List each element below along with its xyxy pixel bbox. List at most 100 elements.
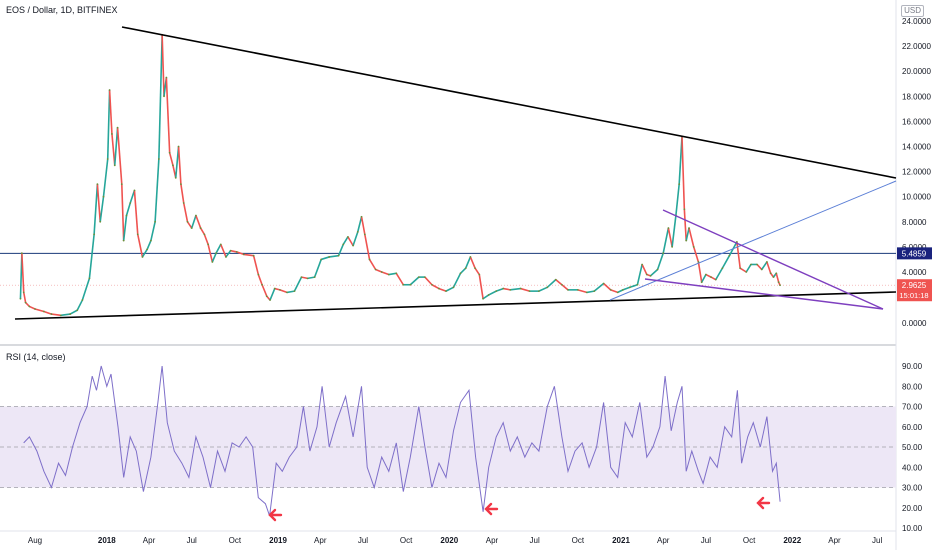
price-segment (438, 287, 447, 292)
price-point (519, 287, 522, 290)
price-point (125, 214, 128, 217)
price-segment (236, 251, 245, 256)
price-segment (636, 264, 643, 285)
price-point (554, 278, 557, 281)
price-point (495, 290, 498, 293)
price-point (387, 273, 390, 276)
price-point (374, 268, 377, 271)
price-segment (146, 240, 152, 250)
price-segment (681, 136, 686, 210)
price-segment (329, 254, 339, 258)
price-segment (225, 250, 232, 258)
price-segment (656, 252, 664, 270)
price-tick-label: 18.0000 (902, 92, 931, 101)
price-point (279, 288, 281, 291)
price-segment (561, 284, 569, 291)
price-point (229, 249, 232, 252)
price-segment (745, 264, 752, 273)
level-price-label: 5.4859 (902, 249, 927, 258)
price-segment (177, 146, 182, 185)
price-point (120, 183, 123, 186)
price-segment (257, 274, 263, 286)
price-point (356, 230, 359, 233)
price-point (28, 305, 31, 308)
currency-label[interactable]: USD (901, 5, 924, 17)
price-point (645, 273, 648, 276)
price-point (380, 271, 383, 273)
price-segment (700, 274, 707, 283)
price-point (19, 297, 22, 300)
price-point (685, 239, 688, 242)
price-point (88, 277, 91, 280)
price-segment (739, 267, 747, 273)
price-segment (586, 290, 595, 294)
symbol-title: EOS / Dollar, 1D, BITFINEX (6, 5, 118, 15)
time-tick-label: 2020 (440, 536, 458, 545)
price-point (34, 308, 36, 310)
time-tick-label: Jul (358, 536, 368, 545)
price-segment (593, 282, 605, 292)
price-segment (736, 241, 741, 269)
price-segment (352, 231, 359, 246)
time-tick-label: Oct (229, 536, 242, 545)
price-segment (474, 267, 480, 275)
level-price-badge (897, 247, 932, 260)
price-segment (577, 289, 587, 294)
price-segment (116, 127, 123, 185)
price-segment (141, 248, 148, 258)
last-price-label: 2.9625 (902, 281, 927, 290)
price-point (269, 299, 271, 301)
price-segment (715, 267, 724, 281)
price-point (438, 287, 440, 290)
price-segment (88, 234, 95, 279)
price-point (662, 252, 665, 255)
price-segment (671, 215, 677, 247)
price-point (265, 295, 268, 298)
price-segment (186, 221, 193, 229)
price-point (459, 272, 462, 275)
price-segment (388, 272, 397, 276)
price-point (779, 284, 781, 287)
price-segment (69, 309, 78, 315)
price-point (168, 151, 171, 154)
price-point (81, 299, 84, 301)
time-tick-label: Apr (314, 536, 327, 545)
price-segment (215, 244, 222, 254)
price-segment (452, 272, 462, 288)
price-point (739, 267, 742, 270)
price-segment (203, 234, 209, 245)
price-point (313, 276, 316, 278)
price-segment (81, 278, 91, 301)
price-segment (464, 256, 472, 269)
rsi-tick-label: 90.00 (902, 362, 923, 371)
price-segment (445, 286, 454, 292)
time-tick-label: Oct (400, 536, 413, 545)
price-point (710, 276, 712, 278)
price-point (692, 246, 695, 248)
price-point (697, 261, 700, 263)
price-point (235, 251, 238, 253)
divergence-arrow-icon (268, 508, 283, 522)
price-point (769, 272, 772, 275)
price-segment (675, 184, 680, 216)
price-tick-label: 10.0000 (902, 193, 931, 202)
price-point (342, 243, 345, 246)
price-segment (381, 271, 390, 276)
price-point (106, 158, 109, 160)
price-point (417, 276, 420, 278)
price-point (211, 261, 214, 263)
price-segment (293, 276, 303, 292)
divergence-arrow-icon (756, 496, 771, 510)
price-point (629, 286, 631, 289)
rsi-tick-label: 10.00 (902, 524, 923, 533)
price-segment (22, 292, 27, 303)
price-point (409, 283, 412, 286)
price-point (502, 287, 505, 290)
rsi-tick-label: 40.00 (902, 463, 923, 472)
price-point (154, 220, 157, 223)
price-segment (667, 227, 673, 248)
time-tick-label: Apr (486, 536, 499, 545)
price-point (431, 283, 433, 286)
lower-trendline (14, 291, 897, 320)
